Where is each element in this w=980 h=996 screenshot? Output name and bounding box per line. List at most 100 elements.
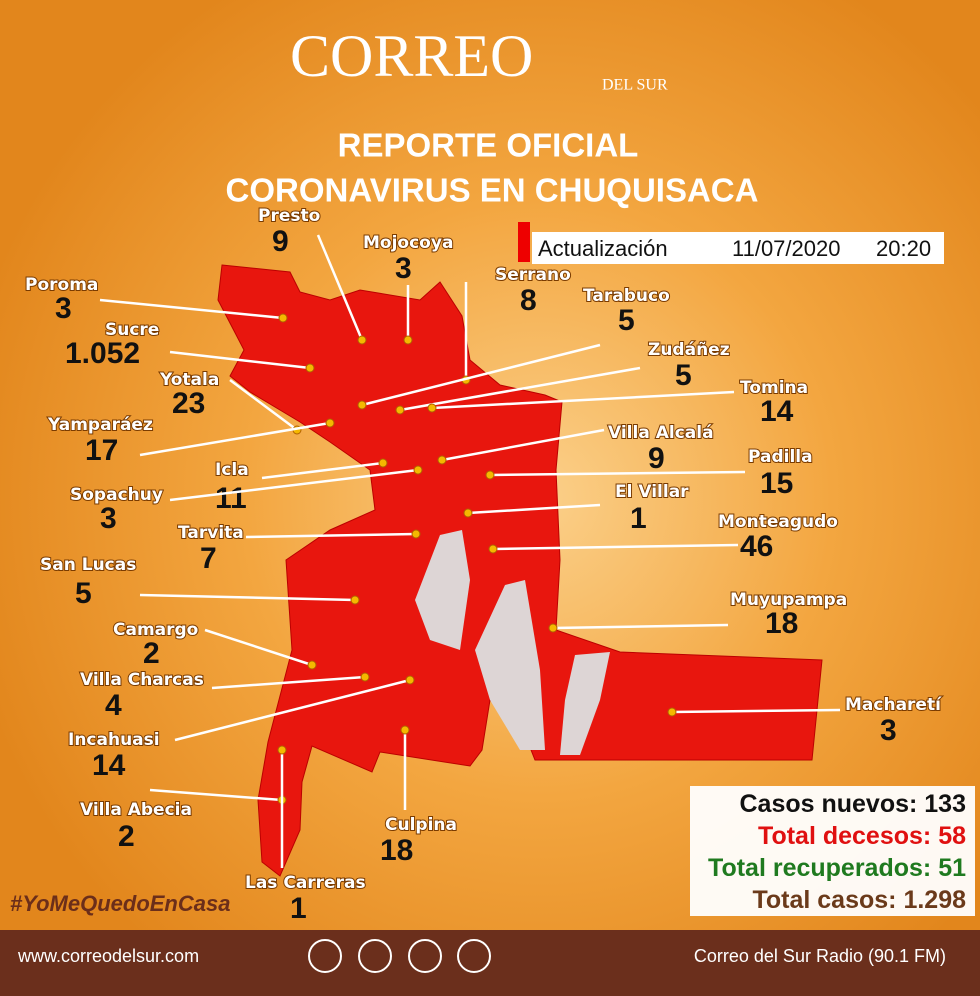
leader-line — [139, 421, 331, 457]
summary-box — [690, 786, 975, 916]
municipality-name: Villa Alcalá — [608, 423, 714, 443]
leader-line — [489, 470, 746, 477]
municipality-name: Presto — [258, 206, 320, 226]
case-count: 5 — [618, 304, 635, 337]
case-count: 18 — [765, 607, 798, 640]
update-time: 20:20 — [876, 236, 931, 261]
location-dot — [488, 544, 498, 554]
leader-line — [431, 390, 735, 410]
footer — [0, 930, 980, 996]
leader-line — [169, 468, 419, 502]
footer-website[interactable]: www.correodelsur.com — [17, 946, 199, 966]
municipality-name: Serrano — [495, 265, 571, 285]
municipality-name: Tarvita — [178, 523, 244, 543]
summary-value: 58 — [938, 822, 966, 850]
summary-label: Total decesos: — [758, 822, 931, 850]
leader-line — [492, 543, 739, 551]
municipality-name: Tarabuco — [583, 286, 670, 306]
case-count: 14 — [760, 395, 794, 428]
location-dot — [357, 400, 367, 410]
title: REPORTE OFICIAL — [338, 127, 639, 164]
leader-line — [149, 788, 283, 802]
update-marker — [518, 222, 530, 262]
case-count: 5 — [675, 359, 692, 392]
summary-label: Total recuperados: — [708, 854, 931, 882]
municipality-name: Muyupampa — [730, 590, 847, 610]
leader-line — [174, 678, 411, 742]
location-dot — [413, 465, 423, 475]
location-dot — [395, 405, 405, 415]
leader-line — [467, 503, 601, 515]
case-count: 2 — [143, 637, 160, 670]
case-count: 1 — [290, 892, 307, 925]
location-dot — [437, 455, 447, 465]
case-count: 18 — [380, 834, 413, 867]
summary-recovered: Total recuperados: 51 — [708, 854, 966, 882]
map-excluded-area — [475, 580, 545, 750]
summary-value: 51 — [938, 854, 966, 882]
municipality-name: Las Carreras — [245, 873, 366, 893]
location-dot — [411, 529, 421, 539]
logo: CORREO — [290, 23, 533, 89]
case-count: 7 — [200, 542, 217, 575]
summary-value: 1.298 — [903, 886, 966, 914]
case-count: 11 — [215, 482, 247, 515]
case-count: 17 — [85, 434, 118, 467]
instagram-icon[interactable] — [408, 939, 442, 973]
case-count: 5 — [75, 577, 92, 610]
location-dot — [548, 623, 558, 633]
update-box — [532, 232, 944, 264]
municipality-name: El Villar — [615, 482, 689, 502]
municipality-name: Poroma — [25, 275, 98, 295]
summary-label: Total casos: — [752, 886, 896, 914]
case-count: 3 — [100, 502, 117, 535]
leader-line — [245, 532, 417, 539]
youtube-icon[interactable] — [457, 939, 491, 973]
municipality-name: San Lucas — [40, 555, 136, 575]
case-count: 3 — [395, 252, 412, 285]
case-count: 3 — [880, 714, 897, 747]
case-count: 9 — [648, 442, 665, 475]
subtitle: CORONAVIRUS EN CHUQUISACA — [226, 172, 759, 209]
leader-line — [99, 298, 284, 320]
case-count: 1 — [630, 502, 647, 535]
case-count: 23 — [172, 387, 205, 420]
twitter-icon[interactable] — [358, 939, 392, 973]
logo-sub: DEL SUR — [602, 77, 668, 94]
case-count: 46 — [740, 530, 773, 563]
municipality-name: Monteagudo — [718, 512, 838, 532]
location-dot — [357, 335, 367, 345]
update-date: 11/07/2020 — [732, 236, 840, 261]
municipality-name: Villa Abecia — [80, 800, 192, 820]
update-label: Actualización — [538, 236, 668, 261]
municipality-name: Yotala — [159, 370, 219, 390]
facebook-icon[interactable] — [308, 939, 342, 973]
case-count: 4 — [105, 689, 122, 722]
location-dot — [403, 335, 413, 345]
location-dot — [400, 725, 410, 735]
municipality-name: Icla — [215, 460, 249, 480]
map-excluded-area — [560, 652, 610, 755]
leader-line — [441, 428, 605, 462]
case-count: 1.052 — [65, 337, 140, 370]
location-dot — [360, 672, 370, 682]
municipality-name: Culpina — [385, 815, 457, 835]
labels: Poroma3Sucre1.052Yotala23Yamparáez17Icla… — [24, 205, 943, 925]
case-count: 3 — [55, 292, 72, 325]
location-dot — [277, 745, 287, 755]
location-dot — [485, 470, 495, 480]
summary-value: 133 — [924, 790, 966, 818]
location-dot — [427, 403, 437, 413]
municipality-name: Sucre — [105, 320, 159, 340]
municipality-name: Macharetí — [845, 695, 942, 715]
municipality-name: Villa Charcas — [80, 670, 204, 690]
location-dot — [307, 660, 317, 670]
leader-line — [204, 628, 313, 667]
municipality-name: Yamparáez — [47, 415, 153, 435]
summary-label: Casos nuevos: — [739, 790, 917, 818]
leader-line — [361, 343, 601, 407]
location-dot — [350, 595, 360, 605]
leader-line — [671, 708, 841, 714]
hashtag: #YoMeQuedoEnCasa — [10, 891, 230, 916]
